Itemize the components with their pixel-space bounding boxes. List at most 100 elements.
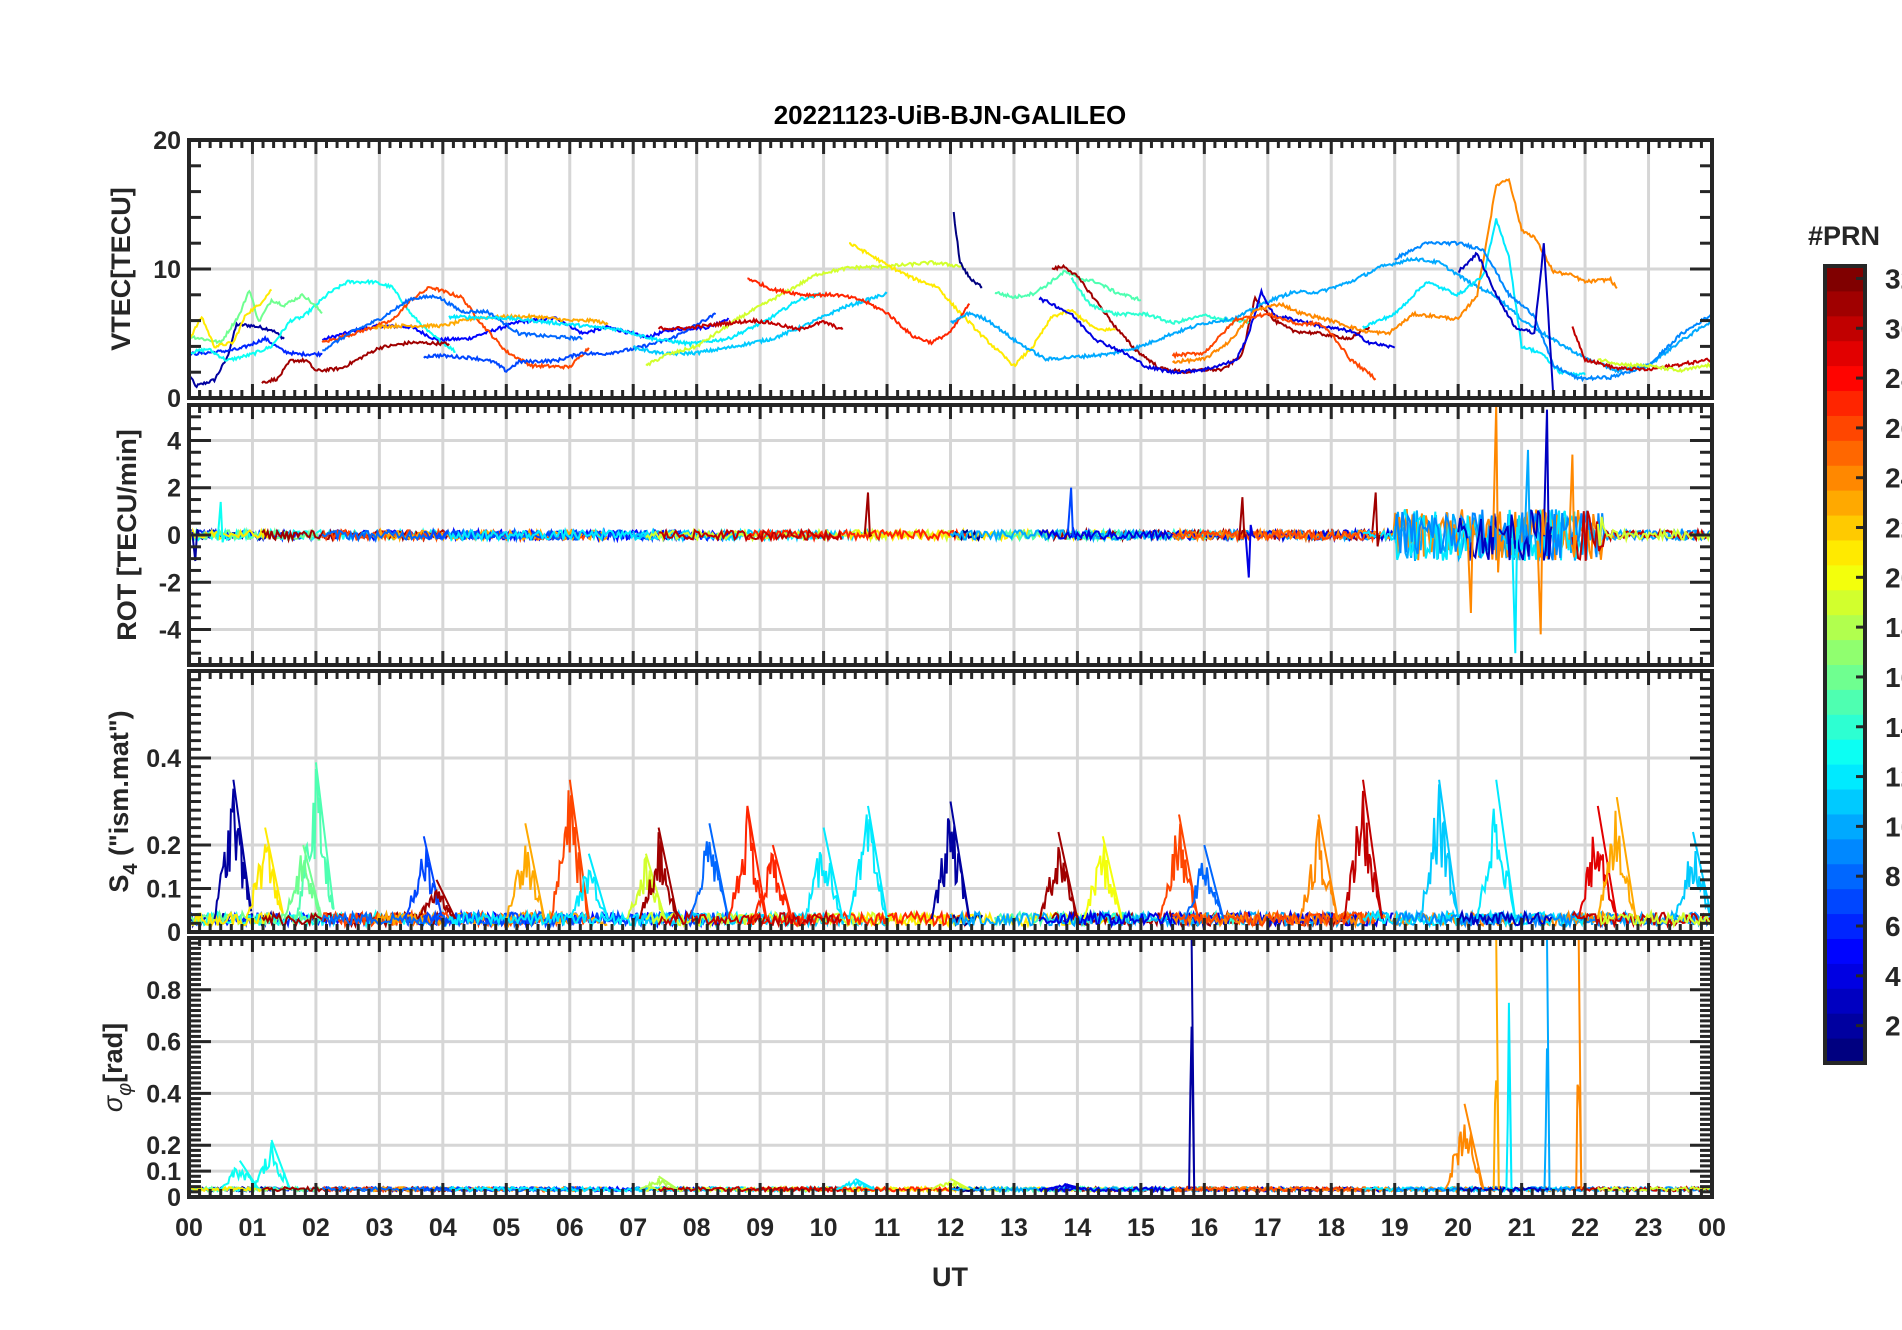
colorbar-tick-label: 30 (1885, 313, 1902, 344)
colorbar-swatch (1825, 739, 1865, 765)
colorbar-swatch (1825, 938, 1865, 964)
y-axis-label-rot: ROT [TECU/min] (112, 429, 142, 640)
colorbar-tick-label: 14 (1885, 712, 1902, 743)
rot-spike-prn-3 (1542, 409, 1552, 560)
x-tick-label: 07 (619, 1214, 647, 1242)
y-tick-label: 0.1 (146, 1158, 181, 1186)
x-tick-label: 21 (1508, 1214, 1536, 1242)
x-axis-label: UT (932, 1262, 968, 1292)
y-tick-label: 0.1 (146, 876, 181, 904)
colorbar-swatch (1825, 440, 1865, 466)
sigma_phi-spike-prn-24 (1444, 1103, 1485, 1190)
colorbar-tick-label: 20 (1885, 562, 1902, 593)
y-tick-label: 0.4 (146, 1080, 181, 1108)
rot-spike-prn-4 (1244, 524, 1254, 578)
x-tick-label: 04 (429, 1214, 457, 1242)
x-tick-label: 19 (1381, 1214, 1409, 1242)
x-tick-label: 22 (1571, 1214, 1599, 1242)
colorbar-tick-label: 24 (1885, 463, 1902, 494)
s4-line-prn-3 (1457, 908, 1553, 927)
y-label-subscript: φ (114, 1083, 136, 1096)
sigma_phi-line-prn-3 (1457, 1185, 1552, 1194)
s4-spike-prn-11 (1419, 779, 1460, 920)
x-tick-label: 10 (810, 1214, 838, 1242)
x-tick-label: 02 (302, 1214, 330, 1242)
s4-spike-prn-16 (283, 844, 322, 920)
colorbar-tick-label: 12 (1885, 762, 1902, 793)
y-tick-label: 10 (153, 256, 181, 284)
vtec-line-prn-3 (1458, 243, 1555, 398)
y-axis-label-sigma_phi: σφ[rad] (98, 1023, 136, 1112)
s4-spike-prn-27 (727, 805, 768, 920)
x-tick-label: 03 (365, 1214, 393, 1242)
y-tick-label: 20 (153, 127, 181, 155)
rot-line-prn-21 (189, 527, 272, 541)
y-tick-label: 0 (167, 1184, 181, 1212)
y-label-main: S (104, 875, 134, 893)
s4-spike-prn-23 (505, 823, 546, 920)
sigma_phi-spike-prn-18 (639, 1175, 679, 1191)
x-tick-label: 11 (874, 1214, 901, 1242)
s4-spike-prn-12 (848, 805, 888, 920)
s4-spike-prn-23 (1596, 796, 1637, 920)
x-tick-label: 20 (1444, 1214, 1472, 1242)
vtec-line-prn-9 (1394, 240, 1712, 383)
vtec-line-prn-21 (849, 242, 1116, 368)
sigma_phi-spike-prn-23 (1492, 938, 1500, 1190)
s4-spike-prn-31 (638, 827, 679, 920)
x-tick-label: 17 (1254, 1214, 1282, 1242)
rot-spike-prn-24 (1466, 524, 1476, 614)
rot-spike-prn-31 (1371, 492, 1381, 547)
vtec-line-prn-27 (747, 277, 971, 346)
colorbar-swatch (1825, 838, 1865, 865)
s4-line-prn-26 (1172, 909, 1376, 930)
y-tick-label: 0 (167, 919, 181, 947)
y-label-main: σ (98, 1094, 128, 1112)
x-tick-label: 23 (1635, 1214, 1663, 1242)
y-tick-label: 0.6 (146, 1029, 181, 1057)
colorbar-swatch (1825, 639, 1865, 665)
panel-s4: 00.10.20.4S4 ("ism.mat") (104, 669, 1714, 947)
vtec-line-prn-26 (321, 285, 590, 371)
colorbar-tick-label: 4 (1885, 961, 1901, 992)
sigma_phi-spike-prn-13 (219, 1160, 260, 1190)
rot-line-prn-19 (1596, 516, 1712, 546)
colorbar-tick-label: 8 (1885, 861, 1901, 892)
colorbar-tick-label: 32 (1885, 263, 1902, 294)
vtec-line-prn-16 (189, 289, 323, 345)
s4-spike-prn-21 (245, 827, 284, 920)
y-label-rest: [rad] (98, 1023, 128, 1083)
y-axis-label-s4: S4 ("ism.mat") (104, 710, 142, 892)
x-tick-labels: 00 01 02 03 04 05 06 07 08 09 10 11 12 13 14 15 16 17 18 19… (175, 1214, 1726, 1242)
vtec-line-prn-8 (322, 293, 583, 352)
x-tick-label: 18 (1317, 1214, 1345, 1242)
series-group (189, 177, 1712, 398)
vtec-line-prn-30 (657, 316, 844, 333)
s4-spike-prn-31 (1038, 831, 1079, 920)
colorbar-swatch (1825, 490, 1865, 516)
colorbar-swatch (1825, 888, 1865, 915)
s4-spike-prn-12 (568, 853, 609, 920)
x-tick-label: 00 (1698, 1214, 1726, 1242)
s4-spike-prn-30 (1342, 779, 1383, 920)
rot-spike-prn-31 (863, 492, 873, 538)
vtec-line-prn-21 (189, 288, 273, 349)
rot-line-prn-3 (1457, 509, 1553, 561)
vtec-line-prn-13 (189, 278, 456, 363)
colorbar-swatch (1825, 589, 1865, 616)
vtec-line-prn-19 (1597, 357, 1712, 374)
colorbar-swatch (1825, 1038, 1865, 1064)
y-tick-label: 2 (167, 475, 181, 503)
y-label-main: ROT [TECU/min] (112, 429, 142, 640)
colorbar-swatch (1825, 789, 1865, 815)
vtec-line-prn-26 (1171, 311, 1377, 381)
s4-spike-prn-19 (626, 853, 666, 920)
colorbar-tick-label: 28 (1885, 363, 1902, 394)
s4-spike-prn-24 (1298, 814, 1339, 920)
y-tick-label: 0.2 (146, 832, 181, 860)
s4-spike-prn-8 (1184, 844, 1225, 920)
colorbar-tick-label: 2 (1885, 1011, 1901, 1042)
colorbar-tick-label: 6 (1885, 911, 1901, 942)
sigma_phi-line-prn-19 (1596, 1185, 1711, 1193)
